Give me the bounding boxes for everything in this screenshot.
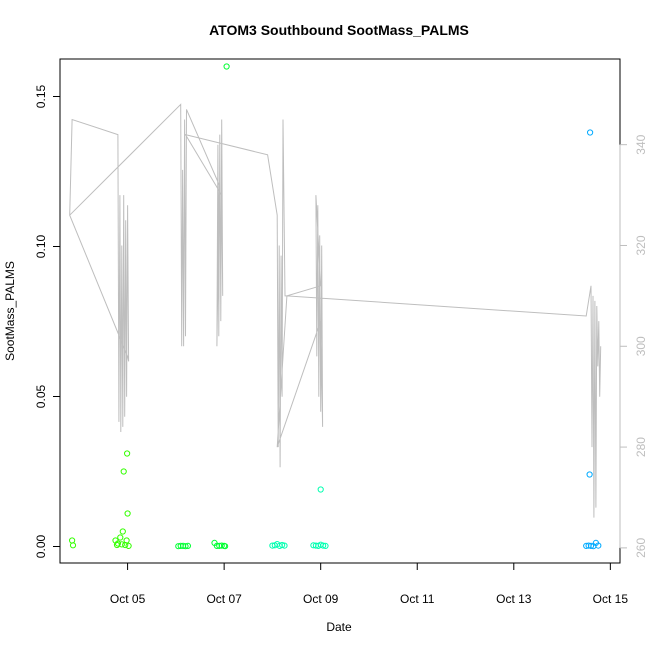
x-tick-label: Oct 15 <box>593 592 629 606</box>
data-point <box>587 542 595 550</box>
y-axis: 0.00 0.05 0.10 0.15 <box>34 84 60 558</box>
data-point <box>317 486 324 493</box>
data-point <box>124 450 131 457</box>
chart-title: ATOM3 Southbound SootMass_PALMS <box>209 22 469 38</box>
secondary-line-layer <box>69 103 602 518</box>
y2-tick-label: 340 <box>634 134 648 154</box>
y-tick-label: 0.10 <box>34 234 48 258</box>
data-point <box>118 541 125 548</box>
x-tick-label: Oct 07 <box>206 592 242 606</box>
data-point <box>586 471 593 478</box>
data-point <box>320 542 327 549</box>
data-point <box>120 468 127 475</box>
data-point <box>119 528 126 535</box>
y-tick-label: 0.00 <box>34 534 48 558</box>
x-tick-label: Oct 05 <box>110 592 146 606</box>
secondary-series-line <box>69 103 602 518</box>
y2-tick-label: 260 <box>634 538 648 558</box>
data-point <box>587 129 594 136</box>
x-axis-label: Date <box>326 620 352 634</box>
data-point <box>279 541 286 549</box>
y2-tick-label: 280 <box>634 437 648 457</box>
data-point <box>125 542 132 550</box>
y2-tick-label: 300 <box>634 336 648 356</box>
data-point <box>595 542 602 549</box>
y-tick-label: 0.05 <box>34 384 48 408</box>
x-tick-label: Oct 09 <box>303 592 339 606</box>
y-axis-label: SootMass_PALMS <box>3 261 17 361</box>
data-point <box>123 537 130 544</box>
data-point <box>222 543 229 550</box>
data-point <box>223 63 230 70</box>
x-tick-label: Oct 11 <box>400 592 435 606</box>
data-point <box>117 534 124 541</box>
x-tick-label: Oct 13 <box>496 592 532 606</box>
y2-tick-label: 320 <box>634 235 648 255</box>
data-point <box>69 537 76 544</box>
data-point <box>182 543 189 550</box>
scatter-layer <box>69 63 602 550</box>
x-axis: Oct 05 Oct 07 Oct 09 Oct 11 Oct 13 Oct 15 <box>110 563 628 606</box>
data-point <box>124 510 131 517</box>
data-point <box>281 542 288 549</box>
y-tick-label: 0.15 <box>34 84 48 108</box>
data-point <box>322 542 329 550</box>
plot-frame <box>59 58 621 564</box>
data-point <box>69 542 77 549</box>
data-point <box>218 542 225 549</box>
data-point <box>184 542 191 550</box>
right-axis: 260 280 300 320 340 <box>619 134 648 558</box>
